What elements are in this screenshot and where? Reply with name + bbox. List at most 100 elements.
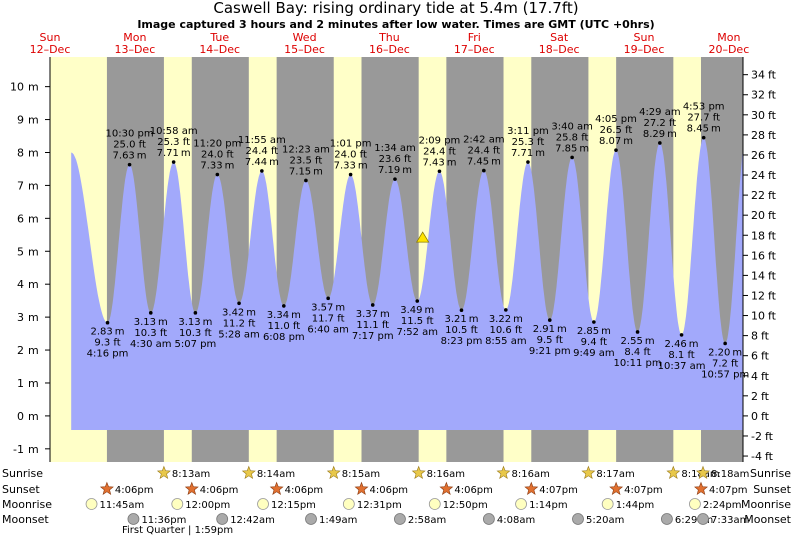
extreme-ft: 10.5 ft	[445, 325, 478, 336]
sunset-time: 4:07pm	[539, 485, 578, 496]
sunrise-time: 8:13am	[172, 469, 210, 480]
right-tick-unit: ft	[768, 149, 777, 162]
chart-subtitle: Image captured 3 hours and 2 minutes aft…	[137, 18, 654, 31]
right-tick-unit: ft	[768, 109, 777, 122]
extreme-ft: 10.3 ft	[179, 328, 212, 339]
extreme-point	[592, 320, 596, 324]
extreme-height-value: 2.46	[665, 339, 687, 350]
extreme-time: 5:28 am	[218, 329, 260, 340]
extreme-height: 2.83 m	[91, 327, 125, 338]
right-tick-unit: ft	[761, 350, 770, 363]
extreme-height-value: 8.45	[687, 124, 709, 135]
extreme-height-unit: m	[358, 161, 368, 172]
left-tick-label: 6	[17, 212, 24, 225]
right-tick-unit: ft	[768, 169, 777, 182]
left-tick-unit: m	[28, 377, 39, 390]
right-tick-label: 18 ft	[751, 229, 777, 242]
extreme-height: 2.55 m	[621, 336, 655, 347]
left-tick-label: 8	[17, 146, 24, 159]
row-label-left: Sunrise	[2, 467, 43, 480]
extreme-height-value: 3.21	[444, 314, 466, 325]
extreme-time: 10:30 pm	[106, 129, 154, 140]
extreme-ft: 26.5 ft	[600, 125, 633, 136]
moonrise-icon	[342, 498, 355, 510]
right-tick-value: 18	[751, 229, 765, 242]
extreme-height: 8.29 m	[643, 129, 677, 140]
extreme-ft: 9.5 ft	[537, 335, 563, 346]
right-tick-value: 16	[751, 249, 765, 262]
right-tick-value: -4	[751, 450, 762, 463]
moonset-icon	[394, 513, 406, 525]
extreme-ft: 25.8 ft	[556, 132, 589, 143]
extreme-height-value: 7.71	[511, 148, 533, 159]
day-name: Mon	[123, 31, 146, 44]
right-tick-label: 8 ft	[751, 330, 770, 343]
extreme-height-unit: m	[732, 347, 742, 358]
extreme-height: 7.71 m	[157, 148, 191, 159]
right-tick-unit: ft	[761, 330, 770, 343]
sunset-time: 4:07pm	[624, 485, 663, 496]
extreme-height-unit: m	[425, 305, 435, 316]
right-tick-value: 14	[751, 269, 765, 282]
extreme-height-unit: m	[447, 157, 457, 168]
sunrise-icon	[241, 465, 256, 479]
extreme-time: 2:42 am	[463, 135, 505, 146]
sunset-time: 4:06pm	[115, 485, 154, 496]
moonrise-icon	[689, 498, 701, 510]
row-label-right: Sunrise	[750, 467, 791, 480]
moonset-icon	[216, 513, 229, 525]
extreme-point	[171, 160, 176, 164]
right-tick-label: 2 ft	[751, 390, 770, 403]
sunset-icon	[184, 481, 199, 495]
extreme-height: 7.44 m	[245, 157, 279, 168]
right-tick-label: 22 ft	[751, 189, 777, 202]
extreme-point	[437, 169, 442, 174]
right-tick-label: -4 ft	[751, 450, 774, 463]
sunrise-icon	[326, 465, 341, 479]
extreme-height-unit: m	[689, 339, 699, 350]
extreme-time: 8:55 am	[485, 336, 527, 347]
extreme-height-unit: m	[535, 148, 545, 159]
extreme-height-value: 7.33	[200, 161, 222, 172]
sunset-icon	[354, 481, 369, 495]
extreme-ft: 25.3 ft	[512, 137, 545, 148]
extreme-time: 1:01 pm	[330, 139, 372, 150]
left-tick-label: 1	[17, 377, 24, 390]
moonrise-time: 12:50pm	[443, 500, 488, 511]
extreme-ft: 7.2 ft	[712, 358, 738, 369]
extreme-time: 6:08 pm	[263, 332, 305, 343]
extreme-height-value: 7.85	[555, 143, 577, 154]
moonset-time: 2:58am	[408, 515, 446, 526]
extreme-point	[570, 155, 574, 160]
extreme-point	[393, 177, 397, 181]
extreme-point	[348, 172, 353, 177]
sunset-icon	[609, 481, 624, 495]
day-date: 17–Dec	[454, 43, 495, 56]
sunset-icon	[439, 481, 454, 495]
moonrise-time: 12:31pm	[357, 500, 402, 511]
extreme-ft: 24.4 ft	[246, 146, 279, 157]
extreme-height-value: 3.57	[311, 302, 333, 313]
extreme-ft: 9.4 ft	[581, 337, 607, 348]
extreme-height: 2.20 m	[708, 347, 742, 358]
right-tick-label: 26 ft	[751, 149, 777, 162]
day-name: Sun	[634, 31, 655, 44]
day-date: 20–Dec	[708, 43, 749, 56]
extreme-time: 7:17 pm	[352, 331, 394, 342]
extreme-height-value: 7.15	[289, 166, 311, 177]
extreme-point	[482, 168, 486, 173]
extreme-point	[237, 301, 241, 306]
right-tick-value: 6	[751, 350, 758, 363]
right-tick-value: 20	[751, 209, 765, 222]
extreme-height-value: 2.55	[621, 336, 643, 347]
extreme-height: 7.45 m	[467, 157, 501, 168]
day-date: 15–Dec	[284, 43, 325, 56]
sunrise-icon	[411, 465, 426, 479]
extreme-time: 2:09 pm	[419, 135, 461, 146]
extreme-height-value: 7.19	[378, 165, 400, 176]
extreme-height-value: 3.13	[134, 317, 156, 328]
extreme-height: 3.57 m	[311, 302, 345, 313]
right-tick-unit: ft	[768, 209, 777, 222]
extreme-height-unit: m	[579, 143, 589, 154]
day-date: 14–Dec	[199, 43, 240, 56]
